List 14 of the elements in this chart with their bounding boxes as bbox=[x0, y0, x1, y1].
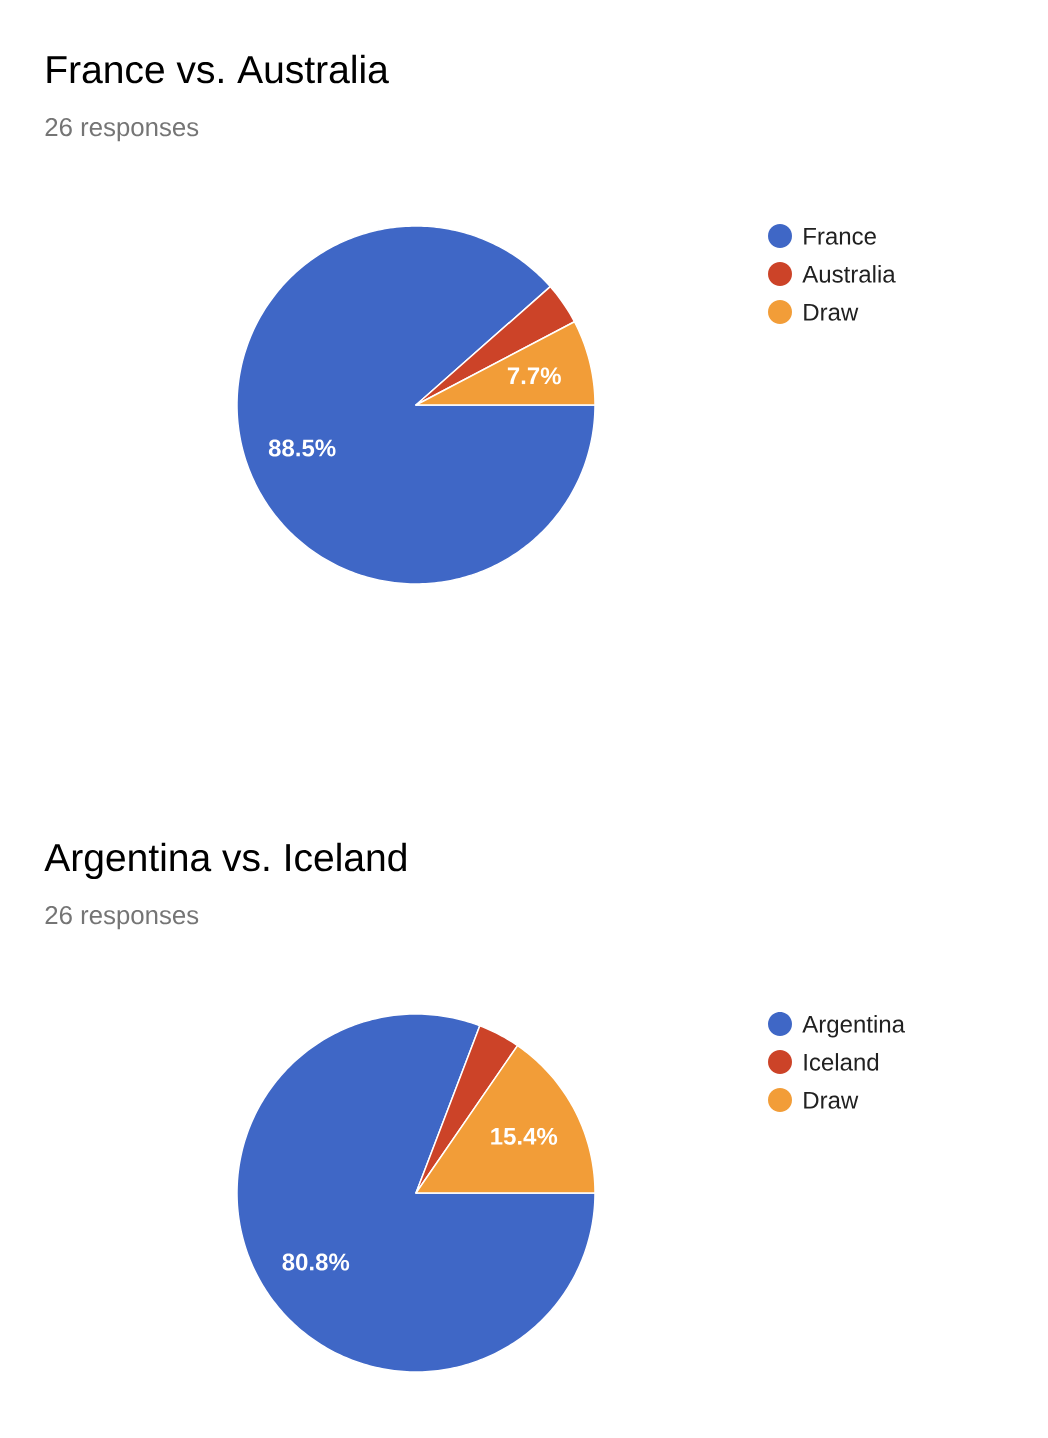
data-label: 88.5% bbox=[268, 439, 336, 457]
legend-label: Draw bbox=[804, 303, 859, 321]
data-label: 80.8% bbox=[282, 1253, 350, 1271]
legend-label: Iceland bbox=[804, 1053, 879, 1071]
chart-title: Argentina vs. Iceland bbox=[44, 842, 406, 880]
legend-label: Draw bbox=[804, 1091, 859, 1109]
chart-title: France vs. Australia bbox=[47, 54, 389, 84]
legend-label: Argentina bbox=[802, 1015, 905, 1038]
data-label: 15.4% bbox=[491, 1127, 558, 1145]
chart-subtitle: 26 responses bbox=[45, 905, 199, 930]
legend-label: Australia bbox=[802, 265, 896, 283]
chart-subtitle: 26 responses bbox=[45, 117, 199, 142]
legend-label: France bbox=[804, 227, 876, 245]
data-label: 7.7% bbox=[507, 367, 561, 385]
